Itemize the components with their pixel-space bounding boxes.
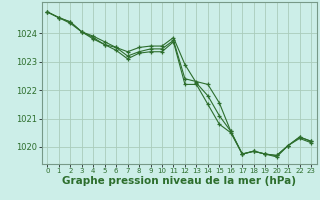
X-axis label: Graphe pression niveau de la mer (hPa): Graphe pression niveau de la mer (hPa) xyxy=(62,176,296,186)
